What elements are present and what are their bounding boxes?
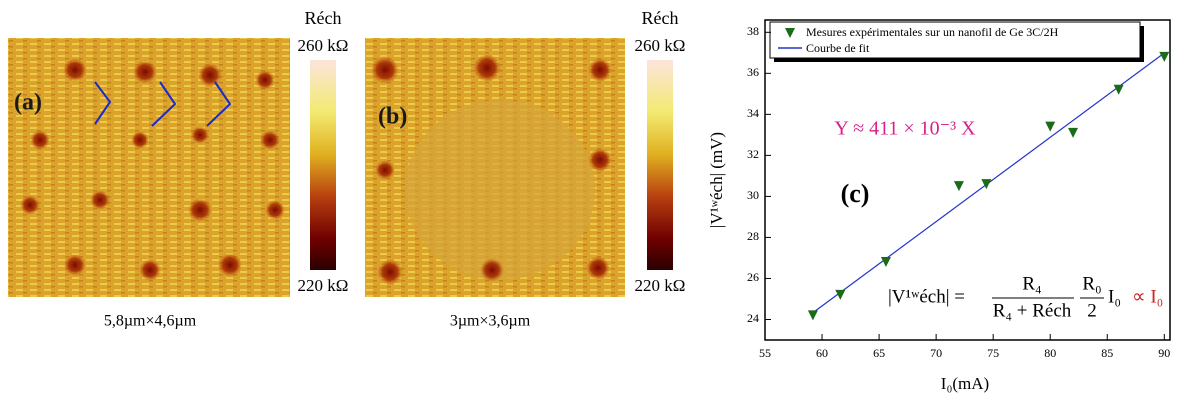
x-tick-label: 70 (930, 346, 942, 360)
formula-current: I₀ (1108, 286, 1121, 307)
y-tick-label: 34 (747, 106, 759, 120)
scale-max: 260 kΩ (298, 36, 349, 55)
data-point (1113, 84, 1124, 95)
formula-num: R₄ (1022, 273, 1041, 294)
x-tick-label: 80 (1044, 346, 1056, 360)
caption: 3µm×3,6µm (450, 313, 531, 330)
formula-lhs: |V¹ʷéch| = (888, 286, 965, 307)
data-point (880, 257, 891, 268)
scale-title: Réch (305, 8, 342, 28)
x-tick-label: 75 (987, 346, 999, 360)
plot-frame (764, 19, 1171, 341)
data-point (1045, 121, 1056, 132)
afm-image-b: (b) (365, 38, 625, 297)
y-tick-label: 38 (747, 24, 759, 38)
chart: (c) Y ≈ 411 × 10⁻³ X |V¹ʷéch| = R₄ R₄ + … (707, 19, 1171, 393)
x-tick-label: 85 (1101, 346, 1113, 360)
legend-label: Courbe de fit (806, 41, 870, 55)
scale-min: 220 kΩ (635, 276, 686, 295)
scale-min: 220 kΩ (298, 276, 349, 295)
formula-num: R₀ (1082, 273, 1101, 294)
x-tick-label: 65 (873, 346, 885, 360)
data-point (981, 179, 992, 190)
scale-title: Réch (642, 8, 679, 28)
scale-max: 260 kΩ (635, 36, 686, 55)
y-tick-label: 32 (747, 147, 759, 161)
panel-label: (a) (14, 90, 42, 116)
x-tick-label: 60 (816, 346, 828, 360)
data-point (807, 310, 818, 321)
formula-prop: ∝ I₀ (1132, 286, 1163, 307)
x-tick-label: 90 (1158, 346, 1170, 360)
y-tick-label: 24 (747, 311, 759, 325)
panel-label: (c) (841, 179, 870, 208)
y-axis-label: |V¹ʷéch| (mV) (707, 132, 726, 228)
formula-den: 2 (1087, 300, 1097, 321)
colorbar (647, 60, 673, 270)
data-point (953, 181, 964, 192)
formula: |V¹ʷéch| = R₄ R₄ + Réch R₀ 2 I₀ ∝ I₀ (888, 273, 1163, 321)
legend-marker (785, 28, 795, 38)
y-tick-label: 26 (747, 270, 759, 284)
legend (769, 21, 1141, 59)
y-tick-label: 30 (747, 188, 759, 202)
data-point (1068, 127, 1079, 138)
x-axis-label: I₀(mA) (941, 374, 989, 393)
panel-label: (b) (378, 104, 407, 130)
y-tick-label: 28 (747, 229, 759, 243)
x-tick-label: 55 (759, 346, 771, 360)
data-point (835, 289, 846, 300)
afm-image-a: (a) (8, 38, 290, 297)
caption: 5,8µm×4,6µm (104, 313, 197, 330)
y-tick-label: 36 (747, 65, 759, 79)
formula-den: R₄ + Réch (993, 300, 1072, 321)
fit-annotation: Y ≈ 411 × 10⁻³ X (834, 118, 976, 140)
data-point (1159, 51, 1170, 62)
legend-label: Mesures expérimentales sur un nanofil de… (806, 25, 1059, 39)
colorbar (310, 60, 336, 270)
